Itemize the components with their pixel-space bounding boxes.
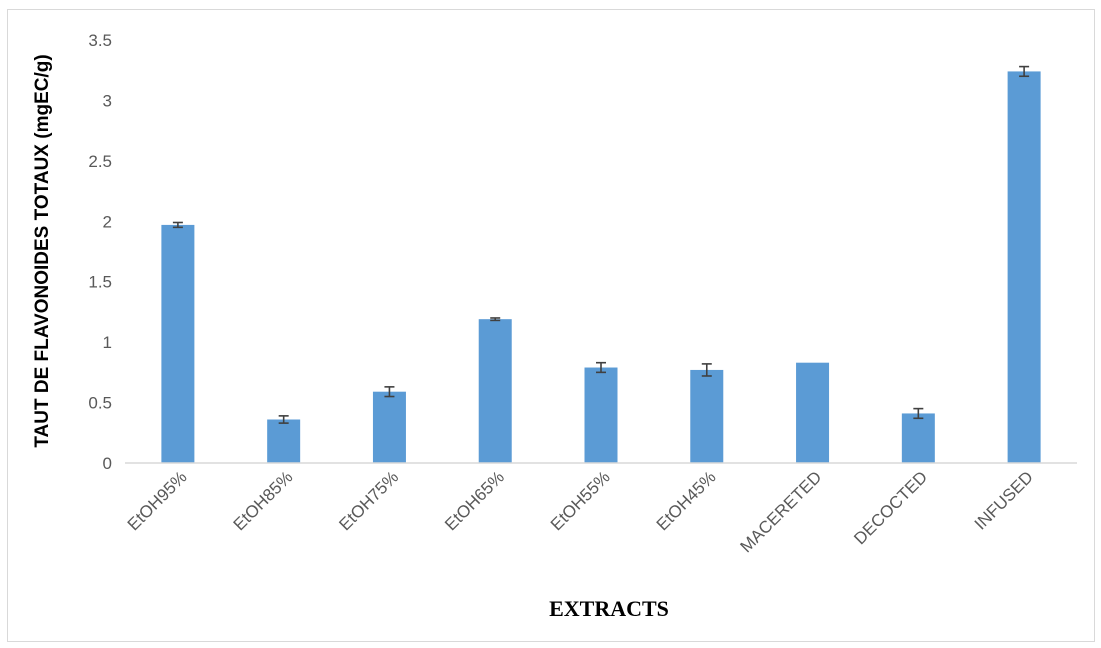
bar xyxy=(584,367,618,463)
x-axis-label: EXTRACTS xyxy=(549,596,669,621)
bars xyxy=(161,71,1041,464)
y-tick-label: 3 xyxy=(103,91,112,110)
y-tick-label: 0 xyxy=(103,454,112,473)
bar xyxy=(161,224,195,463)
y-axis-ticks: 0 0.5 1 1.5 2 2.5 3 3.5 xyxy=(88,31,112,473)
x-tick-label: EtOH75% xyxy=(335,467,402,534)
error-bars xyxy=(172,65,1030,424)
x-tick-label: MACERETED xyxy=(736,467,825,556)
bar xyxy=(267,419,301,463)
error-bar xyxy=(701,363,712,377)
y-tick-label: 1.5 xyxy=(88,273,112,292)
x-tick-label: EtOH45% xyxy=(653,467,720,534)
bar xyxy=(901,413,935,463)
bar xyxy=(478,319,512,463)
x-tick-label: EtOH85% xyxy=(230,467,297,534)
bar xyxy=(372,391,406,463)
x-tick-label: EtOH95% xyxy=(124,467,191,534)
y-tick-label: 2 xyxy=(103,212,112,231)
error-bar xyxy=(1019,65,1030,78)
y-tick-label: 3.5 xyxy=(88,31,112,50)
error-bar xyxy=(596,361,606,374)
bar xyxy=(796,362,830,463)
error-bar xyxy=(278,415,289,424)
y-tick-label: 2.5 xyxy=(88,152,112,171)
y-tick-label: 1 xyxy=(103,333,112,352)
error-bar xyxy=(384,386,395,398)
x-tick-label: EtOH55% xyxy=(547,467,614,534)
y-axis-label: TAUT DE FLAVONOIDES TOTAUX (mgEC/g) xyxy=(32,54,53,447)
x-tick-label: INFUSED xyxy=(971,467,1037,533)
error-bar xyxy=(913,407,924,420)
x-axis-ticks: EtOH95% EtOH85% EtOH75% EtOH65% EtOH55% EtOH4… xyxy=(124,467,1037,556)
x-tick-label: DECOCTED xyxy=(850,467,931,548)
bar xyxy=(690,369,724,463)
error-bar xyxy=(490,317,501,322)
bar xyxy=(1007,71,1041,464)
y-tick-label: 0.5 xyxy=(88,394,112,413)
x-tick-label: EtOH65% xyxy=(441,467,508,534)
error-bar xyxy=(172,221,183,229)
